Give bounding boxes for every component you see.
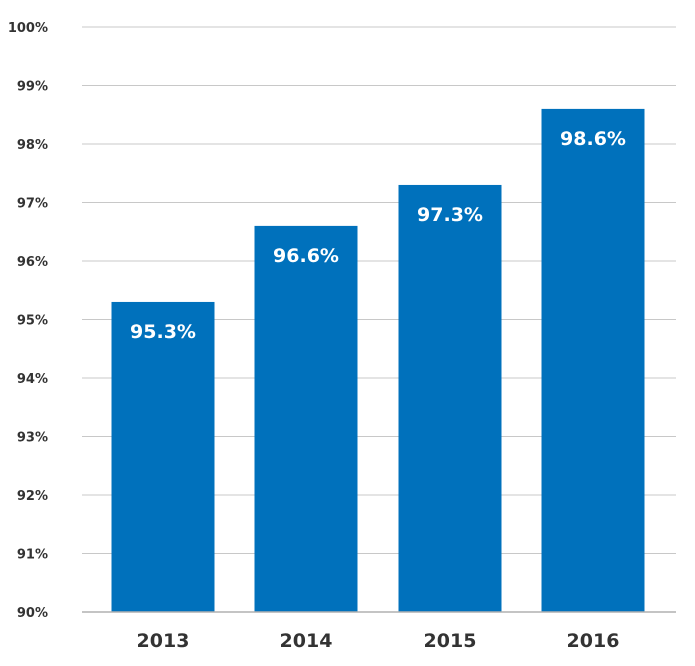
x-tick-label-2015: 2015	[424, 630, 477, 652]
y-axis-tick-labels: 90% 91% 92% 93% 94% 95% 96% 97% 98% 99% 100%	[8, 21, 48, 621]
y-tick-label-99: 99%	[17, 80, 48, 95]
x-tick-label-2014: 2014	[280, 630, 333, 652]
bar-2013	[111, 301, 215, 612]
y-tick-label-92: 92%	[17, 489, 48, 504]
y-tick-label-98: 98%	[17, 138, 48, 153]
x-tick-label-2016: 2016	[567, 630, 620, 652]
y-tick-label-100: 100%	[8, 21, 48, 36]
y-tick-label-96: 96%	[17, 255, 48, 270]
bar-data-labels: 95.3% 96.6% 97.3% 98.6%	[130, 128, 626, 343]
bar-2015	[398, 184, 502, 612]
x-tick-label-2013: 2013	[137, 630, 190, 652]
y-tick-label-94: 94%	[17, 372, 48, 387]
bar-2016	[541, 108, 645, 613]
y-tick-label-97: 97%	[17, 197, 48, 212]
x-axis-tick-labels: 2013 2014 2015 2016	[137, 630, 620, 652]
data-label-2013: 95.3%	[130, 321, 196, 343]
data-label-2016: 98.6%	[560, 128, 626, 150]
y-tick-label-93: 93%	[17, 431, 48, 446]
y-tick-label-90: 90%	[17, 606, 48, 621]
y-tick-label-91: 91%	[17, 548, 48, 563]
bar-2014	[254, 225, 358, 612]
data-label-2015: 97.3%	[417, 204, 483, 226]
data-label-2014: 96.6%	[273, 245, 339, 267]
y-tick-label-95: 95%	[17, 314, 48, 329]
bars	[111, 108, 645, 613]
